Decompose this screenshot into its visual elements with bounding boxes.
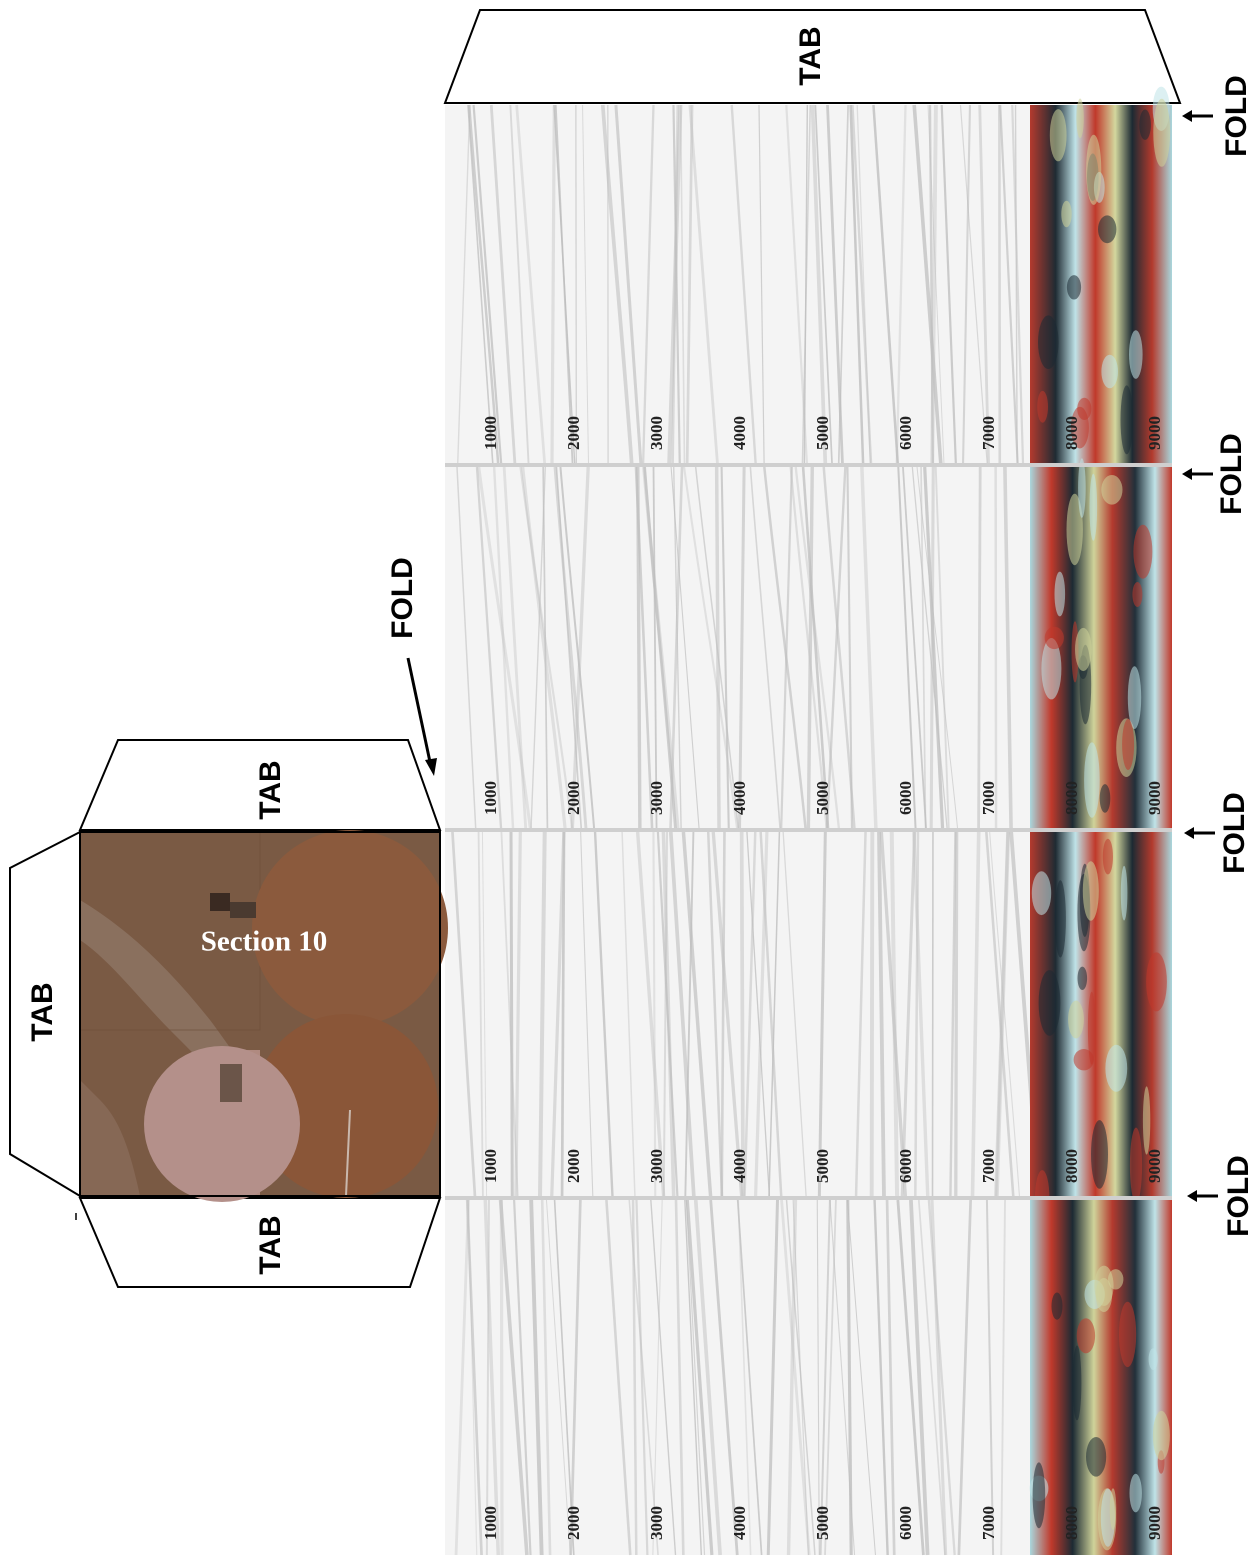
panel-separators	[445, 463, 1172, 1200]
fold-label-3: FOLD	[1218, 792, 1251, 874]
depth-label: 5000	[813, 781, 832, 815]
depth-label: 6000	[896, 1506, 915, 1540]
depth-label: 8000	[1062, 1506, 1081, 1540]
depth-label: 3000	[647, 1506, 666, 1540]
fold-marker-left: FOLD	[386, 557, 437, 776]
depth-label: 1000	[481, 781, 500, 815]
fold-label-2: FOLD	[1215, 433, 1248, 515]
fold-marker-3: FOLD	[1184, 792, 1251, 874]
aerial-left-tab-label: TAB	[26, 982, 59, 1041]
depth-label: 4000	[730, 781, 749, 815]
panel-2	[445, 458, 1172, 831]
fold-label-left: FOLD	[386, 557, 419, 639]
depth-label: 7000	[979, 1149, 998, 1183]
depth-label: 8000	[1062, 781, 1081, 815]
depth-label: 2000	[564, 416, 583, 450]
aerial-face: TAB TAB TAB Section 10	[9, 739, 448, 1288]
panel-3	[445, 831, 1172, 1226]
depth-label: 7000	[979, 781, 998, 815]
aerial-photo: Section 10	[79, 830, 448, 1202]
depth-label: 2000	[564, 1149, 583, 1183]
fold-marker-1: FOLD	[1182, 75, 1253, 157]
depth-label: 6000	[896, 781, 915, 815]
depth-label: 3000	[647, 416, 666, 450]
depth-label: 3000	[647, 1149, 666, 1183]
depth-label: 9000	[1145, 416, 1164, 450]
panel-1	[445, 86, 1172, 466]
seismic-panels	[445, 86, 1172, 1556]
depth-label: 9000	[1145, 781, 1164, 815]
fold-label-1: FOLD	[1220, 75, 1253, 157]
depth-label: 5000	[813, 1149, 832, 1183]
depth-labels: 1000 2000 3000 4000 5000 6000 7000 8000 9000 1000…	[481, 416, 1164, 1540]
fold-marker-4: FOLD	[1187, 1155, 1255, 1237]
depth-label: 5000	[813, 1506, 832, 1540]
depth-label: 9000	[1145, 1149, 1164, 1183]
aerial-lower-tab	[78, 1197, 442, 1288]
depth-label: 6000	[896, 416, 915, 450]
fold-marker-2: FOLD	[1182, 433, 1248, 515]
aerial-lower-tab-label: TAB	[254, 1215, 287, 1274]
depth-label: 1000	[481, 1149, 500, 1183]
depth-label: 2000	[564, 1506, 583, 1540]
depth-label: 8000	[1062, 1149, 1081, 1183]
depth-label: 1000	[481, 416, 500, 450]
panel-4	[445, 1199, 1172, 1556]
depth-label: 1000	[481, 1506, 500, 1540]
depth-label: 6000	[896, 1149, 915, 1183]
map-section-label: Section 10	[201, 926, 327, 958]
top-tab-label: TAB	[794, 26, 827, 85]
depth-label: 7000	[979, 416, 998, 450]
fold-label-4: FOLD	[1222, 1155, 1255, 1237]
depth-label: 4000	[730, 1149, 749, 1183]
top-tab: TAB	[443, 9, 1182, 104]
depth-label: 5000	[813, 416, 832, 450]
depth-label: 9000	[1145, 1506, 1164, 1540]
depth-label: 4000	[730, 1506, 749, 1540]
aerial-upper-tab-label: TAB	[254, 760, 287, 819]
depth-label: 3000	[647, 781, 666, 815]
depth-label: 4000	[730, 416, 749, 450]
depth-label: 8000	[1062, 416, 1081, 450]
aerial-upper-tab	[78, 739, 442, 831]
depth-label: 7000	[979, 1506, 998, 1540]
depth-label: 2000	[564, 781, 583, 815]
